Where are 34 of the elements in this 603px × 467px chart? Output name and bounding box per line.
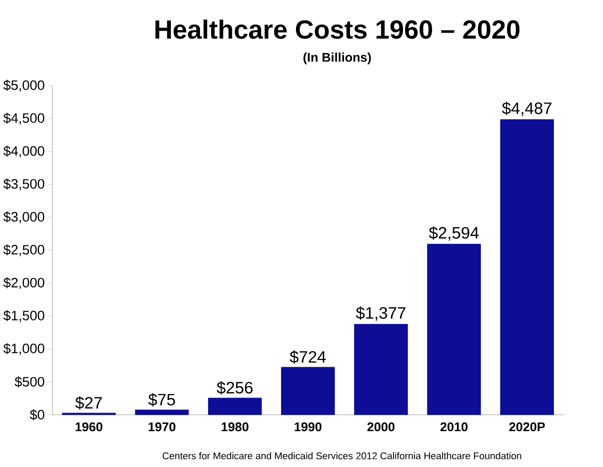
x-tick-label: 1980 [222,422,248,432]
y-tick-label: $1,000 [3,342,44,355]
chart-subtitle: (In Billions) [303,52,371,64]
y-tick-label: $1,500 [3,310,44,322]
x-tick-label: 2000 [367,422,394,432]
y-tick-label: $0 [30,409,44,420]
bar [208,398,262,415]
bar [427,244,481,415]
x-tick-label: 1990 [294,422,322,432]
y-tick-label: $4,500 [3,112,44,124]
y-tick-label: $4,000 [3,145,44,158]
data-label: $1,377 [356,306,406,321]
text: Centers for Medicare and Medicaid Services 2012 California Healthcare Foundation [162,452,522,460]
x-tick-label: 2020P [509,422,545,432]
data-label: $4,487 [502,102,552,116]
x-tick-label: 1960 [76,422,102,432]
y-tick-label: $3,000 [3,211,44,224]
y-tick-label: $5,000 [3,80,44,92]
y-tick-label: $2,500 [3,244,44,256]
y-tick-label: $3,500 [3,178,44,190]
chart-title: Healthcare Costs 1960 – 2020 [155,19,520,39]
data-label: $2,594 [428,226,479,240]
data-label: $256 [216,380,253,394]
bar [500,119,554,415]
bar [135,409,189,415]
y-tick-label: $2,000 [3,277,44,289]
data-label: $75 [148,392,175,406]
data-label: $724 [290,350,326,364]
bar [281,366,335,415]
bar [354,324,408,415]
x-tick-label: 1970 [148,422,176,432]
x-tick-label: 2010 [440,422,468,432]
data-label: $27 [75,396,102,410]
y-tick-label: $500 [14,376,44,388]
